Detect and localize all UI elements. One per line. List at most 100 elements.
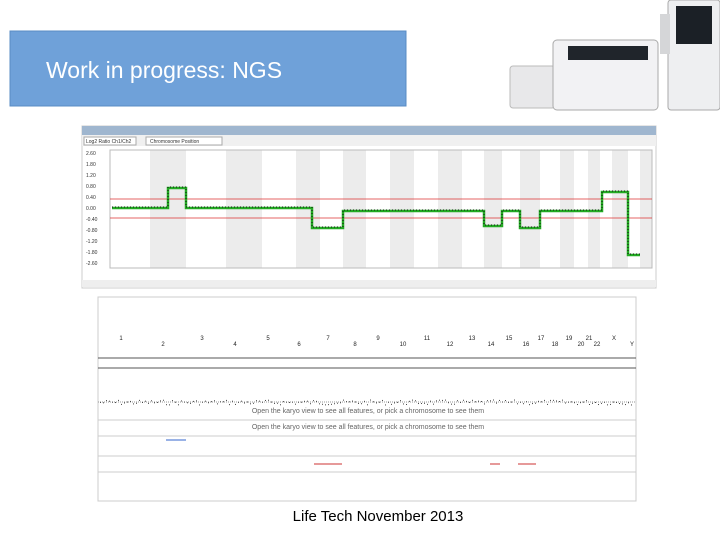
karyo-dot [409,400,410,402]
karyo-dot [511,401,512,403]
karyo-dot [631,404,632,406]
karyo-dot [499,399,500,401]
chromosome-label: 20 [578,342,585,348]
karyo-dot [292,401,293,403]
karyo-dot [418,403,419,405]
karyo-dot [457,400,458,402]
chromosome-label: Y [630,342,634,348]
y-label: 0.80 [86,184,96,190]
karyo-dot [538,400,539,402]
karyo-dot [289,401,290,403]
karyo-dot [301,401,302,403]
karyo-message: Open the karyo view to see all features,… [252,408,484,415]
y-label: 1.20 [86,173,96,179]
karyo-dot [517,403,518,405]
karyo-dot [547,403,548,405]
karyo-dot [445,399,446,401]
chromosome-label: 19 [566,336,573,342]
karyo-dot [331,403,332,405]
y-label: -1.20 [86,239,98,245]
karyo-dot [160,400,161,402]
karyo-dot [490,400,491,402]
karyo-dot [217,403,218,405]
karyo-dot [481,400,482,402]
karyo-dot [106,400,107,402]
karyo-dot [175,401,176,403]
karyo-dot [154,402,155,404]
karyo-dot [223,401,224,403]
karyo-dot [598,404,599,406]
karyo-dot [226,399,227,401]
karyo-dot [190,402,191,404]
karyo-dot [442,399,443,401]
karyo-dot [313,400,314,402]
karyo-dot [244,402,245,404]
karyo-dot [100,401,101,403]
karyo-dot [367,404,368,406]
karyo-dot [241,400,242,402]
karyo-dot [568,401,569,403]
karyo-dot [142,401,143,403]
karyo-dot [304,400,305,402]
karyo-dot [238,401,239,403]
karyo-dot [613,401,614,403]
karyo-dot [625,404,626,406]
karyo-dot [415,400,416,402]
karyo-dot [256,400,257,402]
chromosome-label: 8 [353,342,357,348]
dropdown[interactable]: Chromosome Position [150,139,199,145]
karyo-dot [349,401,350,403]
karyo-dot [286,401,287,403]
karyo-dot [520,401,521,403]
y-label: 0.00 [86,206,96,212]
karyo-dot [253,402,254,404]
karyo-dot [607,404,608,406]
karyo-dot [550,399,551,401]
karyo-dot [310,403,311,405]
karyo-dot [460,401,461,403]
karyo-dot [565,402,566,404]
karyo-dot [232,400,233,402]
karyo-dot [484,403,485,405]
chromosome-label: 4 [233,342,237,348]
karyo-dot [202,401,203,403]
karyo-dot [556,400,557,402]
chromosome-label: 22 [594,342,601,348]
karyo-dot [544,399,545,401]
chromosome-band [560,150,574,268]
karyo-dot [454,403,455,405]
karyo-dot [259,400,260,402]
karyo-dot [430,400,431,402]
karyo-dot [364,400,365,402]
karyo-dot [187,402,188,404]
karyo-dot [295,403,296,405]
karyo-dot [601,402,602,404]
karyo-dot [562,399,563,401]
instrument-photo [509,0,720,111]
karyo-dot [400,400,401,402]
chromosome-label: 21 [586,336,593,342]
karyo-dot [133,403,134,405]
karyo-dot [469,401,470,403]
karyo-dot [379,401,380,403]
chromosome-band [484,150,502,268]
karyo-dot [316,400,317,402]
karyo-dot [355,401,356,403]
y-label: 0.40 [86,195,96,201]
dropdown[interactable]: Log2 Ratio Ch1/Ch2 [86,139,132,145]
karyo-dot [328,404,329,406]
karyo-dot [559,401,560,403]
plot-panel: Log2 Ratio Ch1/Ch2 Chromosome Position [81,125,657,289]
karyo-dot [199,404,200,406]
karyo-dot [127,401,128,403]
karyo-dot [514,399,515,401]
chromosome-band [588,150,600,268]
karyo-dot [337,402,338,404]
chromosome-label: 1 [119,336,123,342]
karyo-dot [247,401,248,403]
karyo-dot [145,400,146,402]
karyo-dot [604,401,605,403]
karyo-dot [139,399,140,401]
karyo-dot [136,402,137,404]
karyo-dot [268,399,269,401]
